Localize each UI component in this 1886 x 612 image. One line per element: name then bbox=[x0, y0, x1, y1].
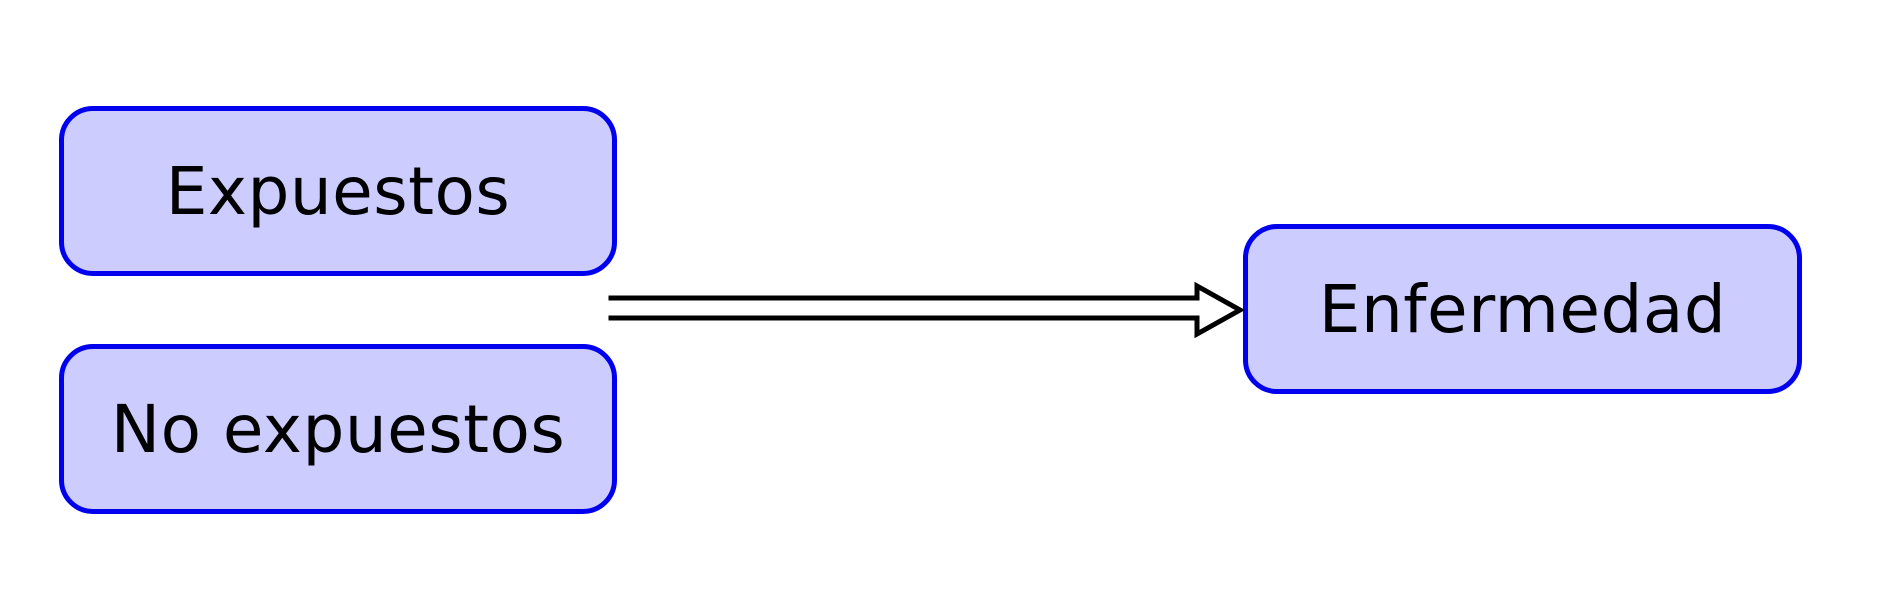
node-unexposed-label: No expuestos bbox=[110, 390, 566, 468]
node-disease: Enfermedad bbox=[1243, 224, 1802, 394]
node-unexposed: No expuestos bbox=[59, 344, 617, 514]
node-disease-label: Enfermedad bbox=[1318, 270, 1727, 348]
node-exposed: Expuestos bbox=[59, 106, 617, 276]
node-exposed-label: Expuestos bbox=[165, 152, 511, 230]
double-arrow-icon bbox=[608, 281, 1246, 339]
